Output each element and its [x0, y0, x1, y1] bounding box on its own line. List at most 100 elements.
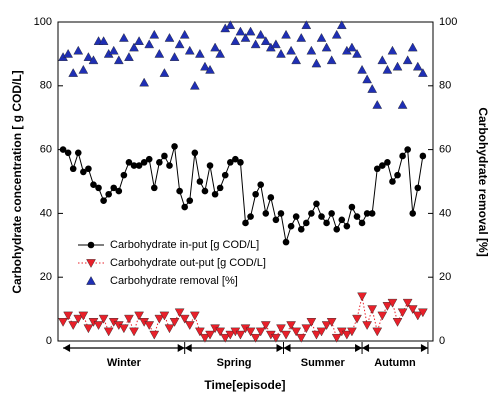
marker [347, 42, 357, 52]
marker [216, 184, 224, 192]
marker [323, 219, 330, 227]
marker [201, 187, 209, 195]
marker [271, 39, 281, 49]
marker [276, 324, 286, 334]
marker [245, 26, 256, 36]
marker [377, 55, 388, 65]
marker [68, 321, 79, 330]
marker [306, 45, 317, 55]
marker [255, 29, 266, 39]
marker [277, 210, 285, 217]
marker [119, 33, 129, 42]
marker [328, 210, 335, 217]
marker [397, 100, 408, 109]
marker [200, 61, 210, 71]
marker [372, 327, 383, 337]
marker [291, 55, 302, 65]
marker [181, 203, 188, 211]
marker [115, 187, 123, 195]
marker [255, 327, 266, 337]
marker [252, 190, 259, 198]
marker [124, 314, 134, 324]
marker [409, 210, 417, 217]
season-label: Spring [217, 357, 252, 369]
marker [184, 321, 195, 330]
marker [296, 334, 307, 343]
marker [358, 219, 366, 227]
marker [363, 210, 371, 217]
marker [110, 184, 118, 192]
marker [120, 171, 128, 179]
marker [86, 259, 96, 268]
marker [414, 184, 422, 192]
marker [135, 162, 143, 169]
marker [399, 152, 406, 160]
marker [73, 45, 84, 55]
marker [179, 314, 190, 324]
marker [211, 190, 219, 198]
marker [333, 226, 341, 233]
marker [159, 311, 170, 321]
marker [301, 20, 312, 29]
marker [205, 64, 215, 74]
marker [164, 324, 175, 334]
marker [296, 33, 307, 42]
marker [291, 327, 302, 337]
marker [292, 213, 300, 220]
marker [59, 146, 67, 153]
marker [301, 324, 312, 334]
marker [379, 162, 386, 169]
legend-label: Carbohydrate out-put [g COD/L] [110, 257, 266, 269]
marker [98, 36, 109, 45]
marker [226, 159, 234, 166]
marker [250, 39, 261, 49]
marker [134, 311, 144, 321]
marker [326, 55, 337, 65]
marker [297, 226, 305, 233]
marker [108, 45, 119, 55]
season-label: Autumn [374, 357, 416, 369]
marker [154, 48, 165, 58]
y-tick-label: 0 [46, 335, 52, 347]
y2-tick-label: 80 [439, 80, 451, 92]
marker [303, 219, 310, 227]
marker [63, 311, 73, 321]
marker [200, 334, 210, 343]
marker [318, 213, 325, 220]
marker [342, 330, 352, 340]
marker [260, 321, 271, 330]
marker [348, 203, 356, 211]
marker [195, 48, 205, 58]
marker [100, 197, 107, 204]
marker [353, 213, 361, 220]
season-label: Summer [301, 357, 346, 369]
y2-tick-label: 20 [439, 271, 451, 283]
marker [186, 197, 194, 204]
marker [78, 64, 89, 74]
marker [412, 311, 423, 321]
marker [287, 222, 295, 230]
marker [205, 330, 215, 340]
marker [286, 321, 296, 330]
marker [85, 165, 92, 173]
marker [125, 159, 133, 166]
marker [73, 314, 84, 324]
marker [240, 33, 251, 42]
marker [272, 216, 280, 224]
marker [286, 45, 296, 55]
y-tick-label: 100 [34, 16, 52, 28]
marker [169, 318, 180, 327]
marker [159, 68, 170, 77]
marker [235, 26, 246, 36]
legend-label: Carbohydrate in-put [g COD/L] [110, 239, 259, 251]
marker [103, 327, 114, 337]
marker [176, 187, 183, 195]
marker [402, 298, 413, 308]
marker [387, 298, 398, 308]
marker [189, 311, 200, 321]
marker [196, 178, 204, 185]
marker [392, 318, 403, 327]
marker [86, 276, 96, 285]
marker [95, 184, 102, 192]
marker [308, 210, 315, 217]
